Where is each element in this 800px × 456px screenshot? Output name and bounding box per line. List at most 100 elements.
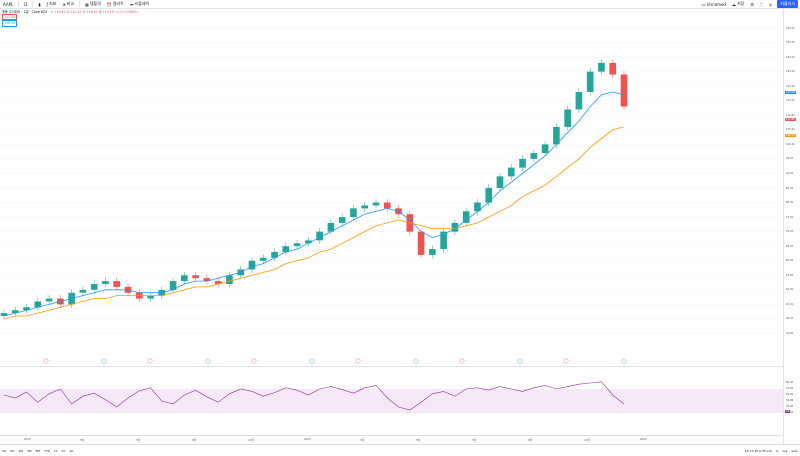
range-button[interactable]: 5D (10, 448, 15, 453)
candle (350, 208, 357, 218)
price-tick-label: 125.00 (786, 70, 795, 74)
compare-button[interactable]: ⊕ 비교 (59, 1, 77, 7)
auto-scale-toggle[interactable]: auto (791, 448, 798, 453)
price-tick-label: 60.00 (786, 259, 794, 263)
candle (192, 275, 199, 279)
range-button[interactable]: All (69, 448, 74, 453)
event-marker[interactable] (251, 358, 257, 364)
chart-type-button[interactable]: ▮ (35, 2, 43, 7)
event-marker[interactable] (147, 358, 153, 364)
rsi-tick-label: 70.00 (786, 386, 794, 390)
range-button[interactable]: 6M (35, 448, 40, 453)
event-marker[interactable] (309, 358, 315, 364)
fullscreen-button[interactable]: ⛶ (757, 2, 766, 7)
templates-label: 템플릿 (89, 1, 101, 6)
candle (293, 243, 301, 247)
event-markers (43, 358, 627, 364)
candle (147, 295, 154, 299)
alert-label: 얼러트 (112, 1, 124, 6)
ma-slow-line (3, 126, 625, 320)
candle (609, 62, 617, 75)
candle (45, 298, 53, 302)
replay-icon: ⏮ (129, 1, 134, 7)
settings-button[interactable]: ⚙ (747, 2, 757, 7)
event-marker[interactable] (563, 358, 569, 364)
candle (440, 231, 447, 250)
event-marker[interactable] (101, 358, 107, 364)
candle (620, 74, 628, 107)
price-tick-label: 100.00 (786, 142, 795, 146)
price-chart[interactable] (0, 8, 783, 366)
event-marker[interactable] (413, 358, 419, 364)
candle (553, 126, 560, 145)
time-axis[interactable]: 2019 5월 7월 9월 11월 2020 3월 5월 7월 9월 11월 2021 (0, 435, 783, 445)
interval-button[interactable]: D (21, 2, 30, 7)
ma-fast-tag: 117.04 (785, 91, 796, 94)
layout-icon: ▭ (701, 1, 706, 7)
alert-button[interactable]: ⏰ 얼러트 (104, 1, 127, 7)
candle (226, 275, 233, 284)
compare-label: 비교 (66, 1, 75, 6)
ma-fast-value[interactable]: 117.04 (2, 14, 18, 21)
divider (18, 1, 20, 7)
candle (113, 281, 121, 287)
candle (327, 222, 335, 232)
candle (474, 202, 481, 212)
range-button[interactable]: YTD (43, 448, 50, 453)
range-button[interactable]: 1Y (53, 448, 58, 453)
price-tick-label: 80.00 (786, 201, 794, 205)
event-marker[interactable] (517, 358, 523, 364)
divider (79, 1, 81, 7)
replay-label: 리플레이 (134, 1, 150, 6)
price-tick-label: 120.00 (786, 84, 795, 88)
event-marker[interactable] (459, 358, 465, 364)
rsi-pane[interactable] (0, 366, 783, 436)
time-tick-label: 11월 (248, 439, 254, 442)
price-tick-label: 130.00 (786, 55, 795, 59)
publish-button[interactable]: 퍼블리시 (777, 0, 798, 8)
range-button[interactable]: 1M (18, 448, 23, 453)
layout-button[interactable]: ▭ Unnamed (699, 2, 729, 7)
snapshot-button[interactable]: ◎ (766, 2, 776, 7)
candle (451, 222, 459, 232)
cloud-icon: ☁ (731, 1, 736, 7)
rsi-tick-label: 60.00 (786, 392, 794, 396)
event-marker[interactable] (205, 358, 211, 364)
symbol-label: AAPL (3, 1, 14, 7)
event-marker[interactable] (355, 358, 361, 364)
event-marker[interactable] (621, 358, 627, 364)
templates-button[interactable]: ▦ 템플릿 (82, 1, 104, 7)
price-tick-label: 50.00 (786, 288, 794, 292)
time-tick-label: 3월 (360, 439, 365, 442)
bottom-toolbar: 1D 5D 1M 3M 6M YTD 1Y 5Y All 14:27:35 (UTC+9) % … (0, 444, 800, 456)
candle (564, 109, 571, 127)
candle (598, 62, 605, 72)
percent-scale-toggle[interactable]: % (775, 448, 779, 453)
symbol-search[interactable]: AAPL (0, 2, 16, 7)
price-scale[interactable]: 140.00 135.00 130.00 125.00 120.00 115.00 110.… (783, 8, 800, 444)
replay-button[interactable]: ⏮ 리플레이 (127, 1, 152, 7)
candle (259, 257, 267, 261)
rsi-tick-label: 40.00 (786, 404, 794, 408)
candle (338, 217, 346, 223)
ohlc-values: 시 119.67 고 121.47 저 116.50 종 119.19 -1.0… (50, 10, 138, 14)
compare-icon: ⊕ (62, 1, 66, 7)
camera-icon: ◎ (768, 1, 773, 7)
range-button[interactable]: 5Y (61, 448, 66, 453)
indicators-button[interactable]: ƒ 지표 (44, 1, 60, 7)
save-button[interactable]: ☁ 저장 (729, 1, 747, 7)
price-tick-label: 35.00 (786, 331, 794, 335)
range-button[interactable]: 3M (26, 448, 32, 453)
time-tick-label: 5월 (80, 439, 85, 442)
price-tick-label: 70.00 (786, 230, 794, 234)
range-button[interactable]: 1D (2, 448, 7, 453)
ma-slow-value[interactable]: 106.56 (2, 20, 18, 27)
ma-fast-line (3, 91, 625, 317)
candle (90, 284, 98, 290)
event-marker[interactable] (43, 358, 49, 364)
log-scale-toggle[interactable]: log (782, 448, 788, 453)
candle (169, 281, 177, 290)
symbol-description: 애플 주식회사 · 1일 · Cboe BZX (2, 10, 48, 14)
interval-label: D (24, 1, 28, 7)
candles-icon: ▮ (38, 1, 41, 7)
